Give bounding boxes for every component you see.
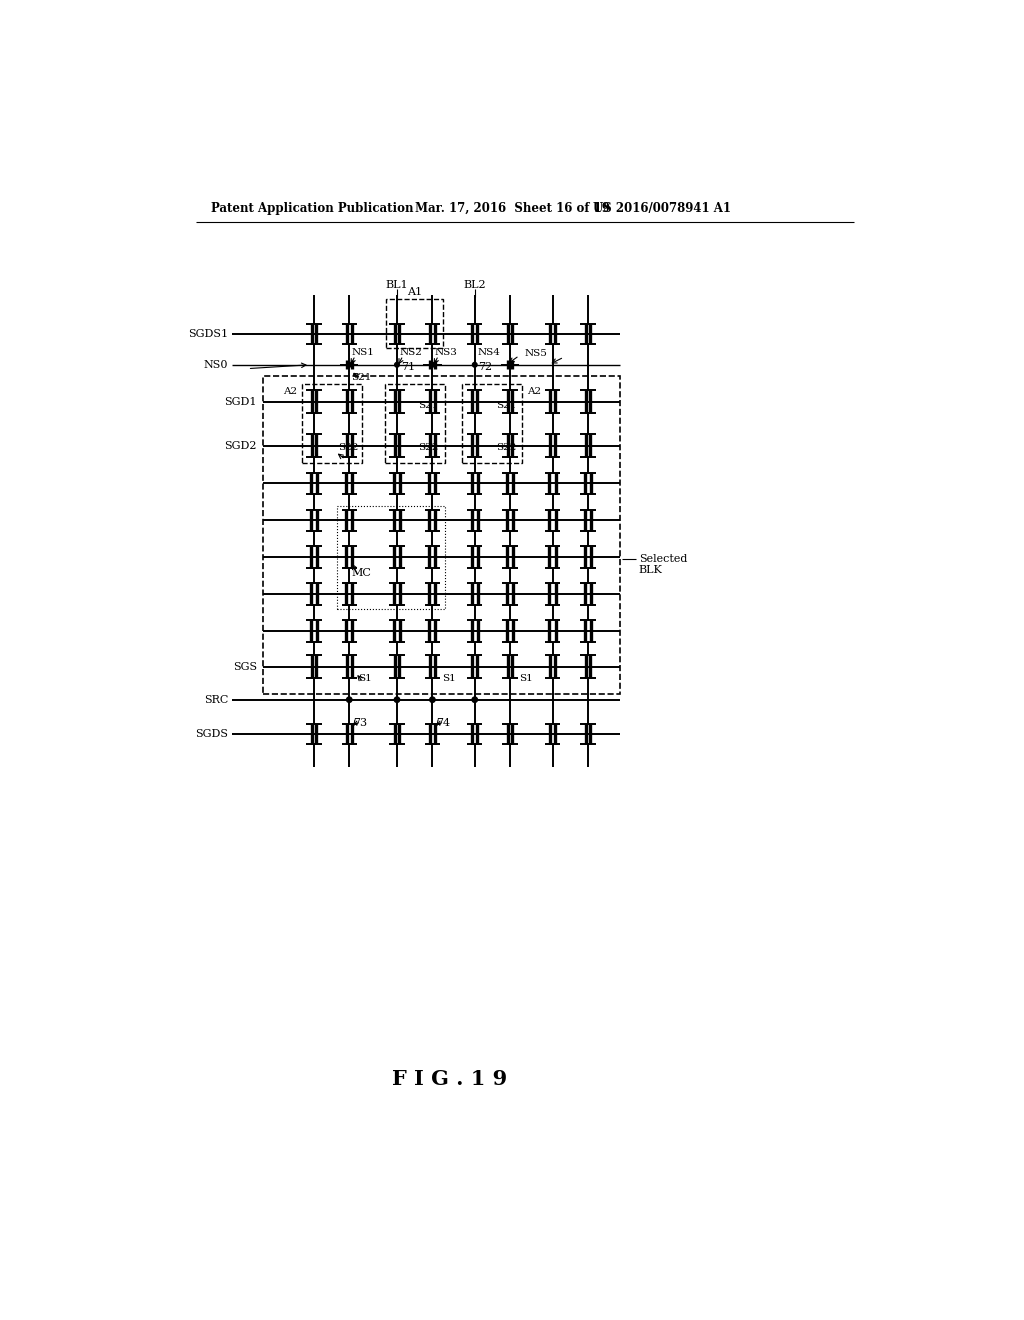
Text: US 2016/0078941 A1: US 2016/0078941 A1: [593, 202, 730, 215]
Text: 71: 71: [400, 362, 415, 372]
Text: Selected: Selected: [639, 554, 687, 564]
Circle shape: [472, 363, 477, 367]
Text: S22: S22: [338, 442, 358, 451]
Text: S22: S22: [419, 442, 439, 451]
Text: BLK: BLK: [639, 565, 663, 576]
Text: S21: S21: [497, 401, 517, 411]
Text: NS2: NS2: [399, 348, 422, 356]
Text: SGS: SGS: [232, 661, 257, 672]
Text: SGDS: SGDS: [196, 730, 228, 739]
Circle shape: [394, 363, 399, 367]
Bar: [386, 300, 443, 348]
Text: MC: MC: [351, 568, 372, 578]
Text: S21: S21: [351, 372, 372, 381]
Text: BL1: BL1: [386, 280, 409, 289]
Text: NS3: NS3: [435, 348, 458, 356]
Text: SGD1: SGD1: [224, 397, 257, 407]
Text: Patent Application Publication: Patent Application Publication: [211, 202, 414, 215]
Text: S1: S1: [441, 673, 456, 682]
Bar: [385, 384, 444, 463]
Text: A2: A2: [283, 387, 297, 396]
Text: A2: A2: [527, 387, 542, 396]
Circle shape: [346, 697, 352, 702]
Circle shape: [394, 697, 399, 702]
Circle shape: [347, 363, 351, 367]
Text: SGD2: SGD2: [224, 441, 257, 450]
Text: S1: S1: [519, 673, 534, 682]
Text: A1: A1: [408, 286, 422, 297]
Text: S21: S21: [419, 401, 439, 411]
Text: S22: S22: [497, 442, 517, 451]
Circle shape: [430, 363, 435, 367]
Text: NS1: NS1: [351, 348, 375, 356]
Text: BL2: BL2: [464, 280, 486, 289]
Circle shape: [430, 697, 435, 702]
Bar: [337, 506, 444, 609]
Text: 72: 72: [478, 362, 493, 372]
Text: S1: S1: [358, 673, 373, 682]
Text: NS0: NS0: [204, 360, 228, 370]
Bar: [263, 376, 620, 694]
Text: NS4: NS4: [477, 348, 500, 356]
Bar: [301, 384, 361, 463]
Text: SGDS1: SGDS1: [188, 329, 228, 339]
Text: Mar. 17, 2016  Sheet 16 of 19: Mar. 17, 2016 Sheet 16 of 19: [416, 202, 610, 215]
Text: NS5: NS5: [524, 350, 547, 359]
Bar: [463, 384, 522, 463]
Text: F I G . 1 9: F I G . 1 9: [392, 1069, 508, 1089]
Text: 73: 73: [353, 718, 368, 727]
Circle shape: [472, 697, 477, 702]
Text: 74: 74: [436, 718, 451, 727]
Text: SRC: SRC: [204, 694, 228, 705]
